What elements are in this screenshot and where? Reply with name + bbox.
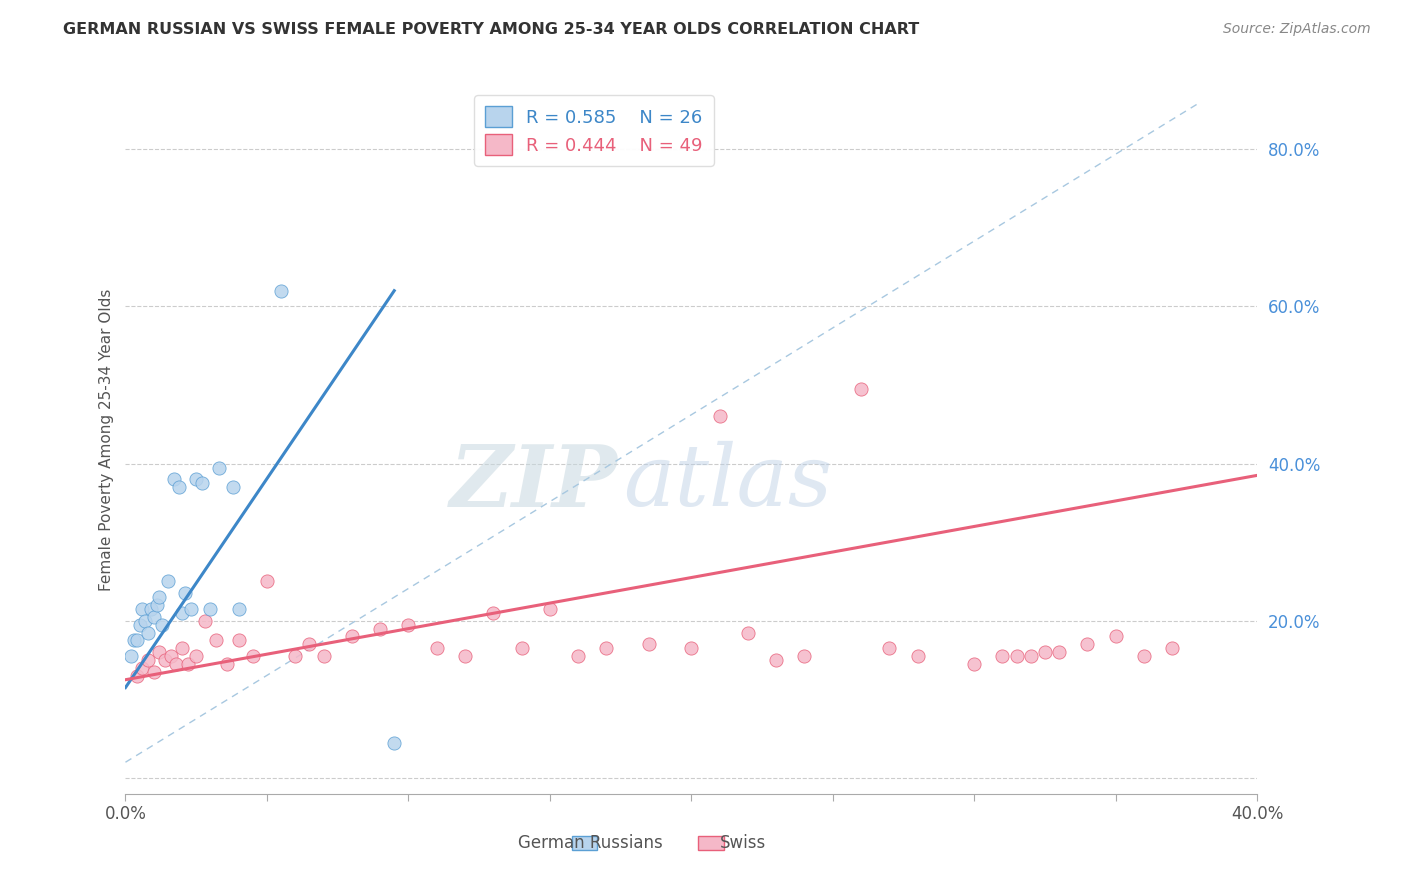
Point [170, 606, 193, 620]
Point [150, 617, 173, 632]
Point [136, 653, 159, 667]
Point [125, 669, 148, 683]
Point [208, 460, 231, 475]
Text: GERMAN RUSSIAN VS SWISS FEMALE POVERTY AMONG 25-34 YEAR OLDS CORRELATION CHART: GERMAN RUSSIAN VS SWISS FEMALE POVERTY A… [63, 22, 920, 37]
Point [637, 637, 659, 651]
Point [595, 641, 617, 656]
Point [131, 661, 153, 675]
Point [173, 586, 195, 600]
Point [170, 641, 193, 656]
Point [162, 472, 184, 486]
Point [849, 382, 872, 396]
Point [1133, 649, 1156, 664]
Point [298, 637, 321, 651]
Point [242, 649, 264, 664]
Point [148, 591, 170, 605]
Point [167, 480, 190, 494]
Point [963, 657, 986, 671]
Point [177, 657, 200, 671]
Point [145, 598, 167, 612]
Point [222, 480, 245, 494]
Point [340, 630, 363, 644]
Point [991, 649, 1014, 664]
Point [538, 602, 561, 616]
Point [284, 649, 307, 664]
Point [1076, 637, 1098, 651]
Point [1005, 649, 1028, 664]
Point [148, 645, 170, 659]
Point [156, 574, 179, 589]
Y-axis label: Female Poverty Among 25-34 Year Olds: Female Poverty Among 25-34 Year Olds [100, 289, 114, 591]
Legend: R = 0.585    N = 26, R = 0.444    N = 49: R = 0.585 N = 26, R = 0.444 N = 49 [474, 95, 714, 166]
Point [165, 657, 187, 671]
Point [1019, 649, 1042, 664]
Point [217, 657, 239, 671]
Point [1047, 645, 1070, 659]
Text: German Russians: German Russians [519, 834, 664, 852]
Text: atlas: atlas [623, 442, 832, 524]
Point [312, 649, 335, 664]
Point [142, 665, 165, 679]
Point [125, 633, 148, 648]
Point [737, 625, 759, 640]
Point [228, 633, 250, 648]
Point [1033, 645, 1056, 659]
Point [120, 649, 142, 664]
Point [142, 610, 165, 624]
Point [153, 653, 176, 667]
Text: Swiss: Swiss [720, 834, 766, 852]
Point [907, 649, 929, 664]
Point [382, 736, 405, 750]
Point [681, 641, 703, 656]
Point [194, 614, 217, 628]
Point [131, 602, 153, 616]
Point [180, 602, 202, 616]
Point [228, 602, 250, 616]
Point [1104, 630, 1126, 644]
Point [426, 641, 449, 656]
Point [136, 625, 159, 640]
Point [186, 649, 208, 664]
Point [709, 409, 731, 424]
Point [879, 641, 901, 656]
Point [205, 633, 228, 648]
Point [396, 617, 419, 632]
Point [793, 649, 815, 664]
Point [765, 653, 787, 667]
Point [1161, 641, 1184, 656]
Point [567, 649, 589, 664]
Point [186, 472, 208, 486]
Point [191, 476, 214, 491]
Point [122, 633, 145, 648]
Text: Source: ZipAtlas.com: Source: ZipAtlas.com [1223, 22, 1371, 37]
Point [368, 622, 391, 636]
Point [454, 649, 477, 664]
Text: ZIP: ZIP [450, 441, 617, 524]
Point [270, 284, 292, 298]
Point [128, 617, 150, 632]
Point [200, 602, 222, 616]
Point [482, 606, 505, 620]
Point [510, 641, 533, 656]
Point [159, 649, 181, 664]
Point [139, 602, 162, 616]
Point [256, 574, 278, 589]
Point [134, 614, 156, 628]
